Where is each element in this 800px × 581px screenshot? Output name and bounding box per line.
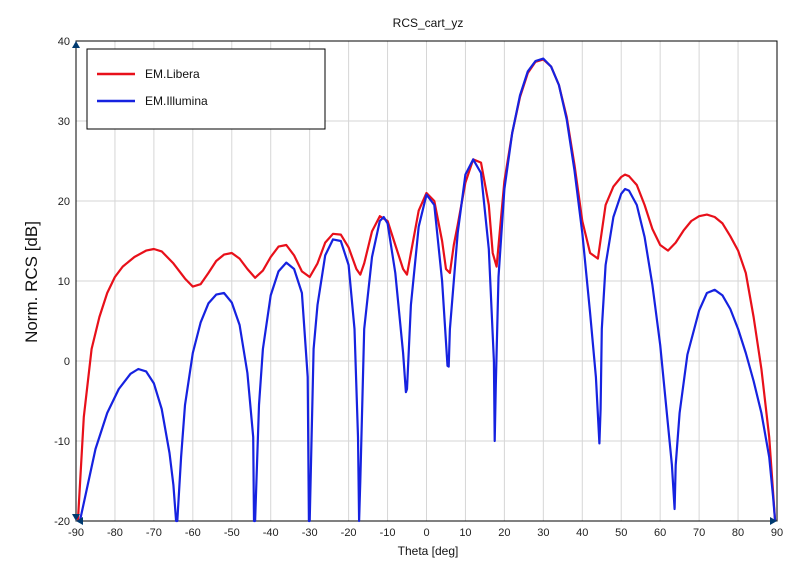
- x-tick-label: -10: [380, 527, 396, 539]
- x-tick-label: -70: [146, 527, 162, 539]
- x-tick-label: 10: [459, 527, 471, 539]
- x-tick-label: 80: [732, 527, 744, 539]
- y-tick-label: 0: [64, 356, 70, 368]
- y-axis-top-marker: [72, 41, 80, 48]
- y-tick-label: 20: [58, 196, 70, 208]
- y-tick-label: -10: [54, 436, 70, 448]
- y-tick-labels: -20 -10 0 10 20 30 40: [54, 36, 70, 528]
- legend-label-libera: EM.Libera: [145, 67, 200, 81]
- series-line-em-libera: [76, 58, 777, 522]
- y-tick-label: 30: [58, 116, 70, 128]
- x-tick-label: 70: [693, 527, 705, 539]
- series-line-em-illumina: [77, 57, 777, 523]
- x-tick-label: -80: [107, 527, 123, 539]
- y-tick-label: 10: [58, 276, 70, 288]
- x-tick-label: 60: [654, 527, 666, 539]
- x-tick-labels: -90 -80 -70 -60 -50 -40 -30 -20 -10 0 10 20 30 40 50 60…: [68, 527, 783, 539]
- x-axis-left-marker: [76, 517, 83, 525]
- legend-label-illumina: EM.Illumina: [145, 94, 208, 108]
- x-tick-label: -90: [68, 527, 84, 539]
- x-tick-label: 20: [498, 527, 510, 539]
- x-axis-right-marker: [770, 517, 777, 525]
- x-tick-label: 0: [423, 527, 429, 539]
- x-tick-label: 50: [615, 527, 627, 539]
- plot-area: [75, 40, 778, 522]
- y-tick-label: -20: [54, 516, 70, 528]
- x-tick-label: -60: [185, 527, 201, 539]
- x-tick-label: -40: [263, 527, 279, 539]
- legend: EM.Libera EM.Illumina: [86, 48, 326, 130]
- x-tick-label: 30: [537, 527, 549, 539]
- axis-corner-markers: [72, 41, 777, 525]
- x-tick-label: -30: [302, 527, 318, 539]
- chart-title: RCS_cart_yz: [393, 16, 464, 30]
- series-layer: [76, 57, 777, 523]
- x-tick-label: -20: [341, 527, 357, 539]
- y-tick-label: 40: [58, 36, 70, 48]
- legend-box: [86, 48, 326, 130]
- x-tick-label: 90: [771, 527, 783, 539]
- x-axis-title: Theta [deg]: [398, 544, 459, 558]
- x-tick-label: -50: [224, 527, 240, 539]
- x-tick-label: 40: [576, 527, 588, 539]
- y-axis-title: Norm. RCS [dB]: [22, 221, 41, 343]
- y-axis-bottom-marker: [72, 514, 80, 521]
